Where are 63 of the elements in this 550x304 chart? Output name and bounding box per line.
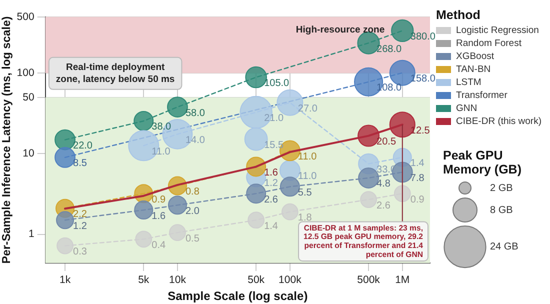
annotation: 11.0 [298,171,318,182]
x-tick-label: 1M [395,274,410,286]
annotation: 1.6 [264,167,278,178]
annotation: 380.0 [410,31,436,42]
annotation: 58.0 [185,108,206,119]
annotation: 5.5 [298,187,312,198]
annotation: 105.0 [264,78,290,90]
annotation: 1.2 [264,178,278,190]
annotation: 7.8 [410,172,425,184]
annotation: 2.0 [185,206,200,217]
legend-label: GNN [456,103,478,114]
text: Peak GPU Memory (GB) [443,148,522,177]
y-tick-label: 500 [16,10,34,23]
x-tick-label: 100k [278,274,302,286]
annotation: 27.0 [298,103,318,114]
legend-label: XGBoost [456,51,494,62]
annotation: 22.0 [73,140,93,152]
annotation: 21.0 [264,113,284,124]
legend-title: Method [436,8,482,22]
legend-label: Random Forest [456,38,522,49]
annotation: 0.5 [185,233,200,244]
annotation: 1.4 [410,158,425,170]
legend-label: TAN-BN [456,64,491,75]
legend-label: Logistic Regression [456,25,539,36]
legend-label: CIBE-DR (this work) [456,116,542,127]
annotation: 268.0 [376,44,402,55]
annotation: 1.6 [152,210,166,222]
annotation: 0.9 [152,194,166,206]
legend-label: LSTM [456,77,482,88]
band-label: High-resource zone [296,24,385,36]
y-tick-label: 10 [22,148,34,160]
annotation: 38.0 [152,122,172,133]
legend-label: 8 GB [490,204,514,216]
annotation: 0.4 [152,240,166,251]
x-tick-label: 50k [248,274,266,286]
y-tick-label: 100 [16,67,34,80]
y-tick-label: 1 [28,228,34,240]
legend-label: 2 GB [490,182,514,194]
annotation: 2.6 [376,200,391,212]
annotation: 1.4 [264,220,278,232]
band-label: Real-time deployment zone, latency below 50 ms [56,62,175,86]
annotation: 1.8 [298,212,312,224]
x-tick-label: 10k [169,274,187,286]
x-tick-label: 500k [357,274,381,286]
annotation: 0.3 [73,246,88,258]
x-axis-title: Sample Scale (log scale) [168,289,308,304]
legend-label: 24 GB [490,242,519,253]
annotation: 8.5 [73,158,88,170]
x-tick-label: 5k [138,274,150,286]
x-tick-label: 1k [59,274,72,286]
annotation: 11.0 [152,146,171,158]
annotation: 2.6 [264,194,278,206]
y-tick-label: 50 [22,91,34,104]
annotation: 1.2 [73,220,88,232]
annotation: 20.5 [376,136,396,148]
y-axis-title: Per-Sample Inference Latency (ms, log scale) [1,16,14,264]
legend-label: Transformer [456,90,508,101]
annotation: 0.9 [410,194,425,206]
annotation: 11.0 [298,151,318,162]
annotation: 14.0 [185,134,206,146]
annotation: 0.8 [185,186,200,198]
annotation: 4.8 [376,178,391,190]
annotation: 2.2 [73,209,88,220]
